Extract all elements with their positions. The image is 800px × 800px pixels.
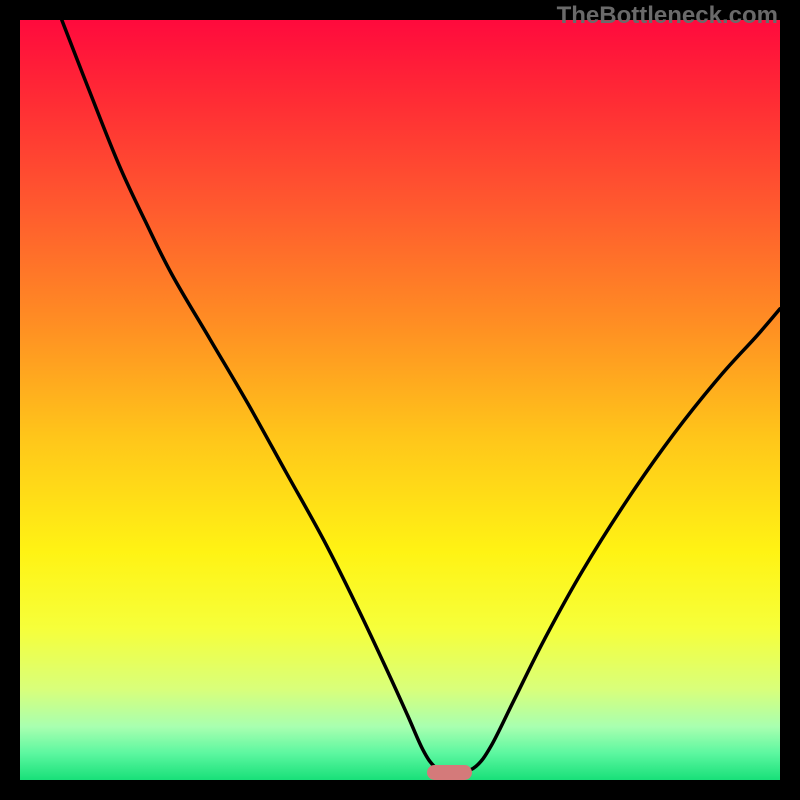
watermark-text: TheBottleneck.com (557, 2, 778, 30)
chart-frame: TheBottleneck.com (0, 0, 800, 800)
bottleneck-curve (20, 20, 780, 780)
plot-area (20, 20, 780, 780)
optimum-marker (427, 765, 473, 780)
